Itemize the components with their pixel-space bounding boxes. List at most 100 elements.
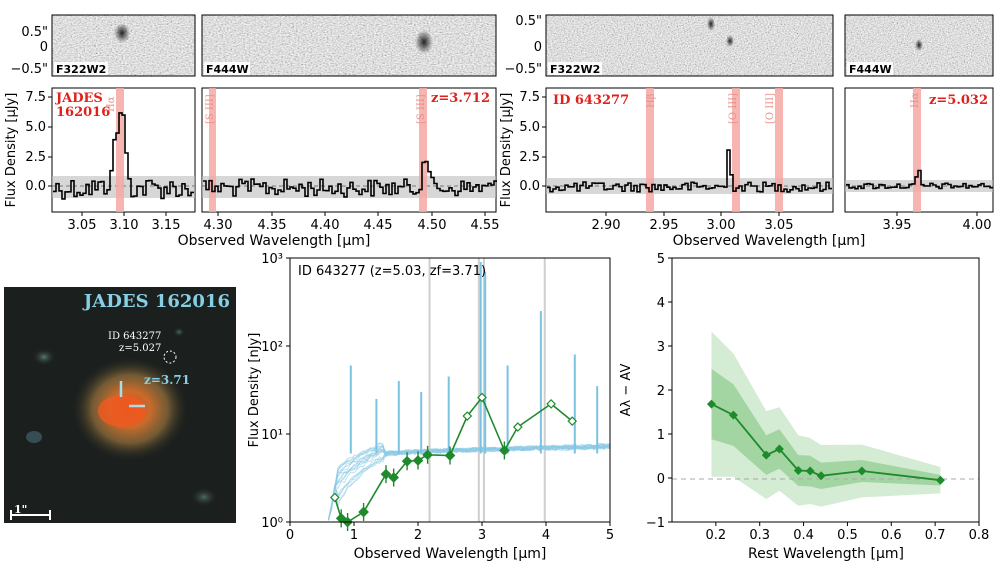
x-tick-label: 1 [350,528,358,543]
emission-line-band [209,88,216,212]
x-tick-label: 3.95 [883,218,912,233]
x-tick-label: 0.5 [837,528,858,543]
companion-label: ID 643277 z=5.027 [108,331,161,355]
y-tick-label: 1 [657,428,665,443]
y-tick-label: 10² [261,340,283,355]
color-cutout-image: JADES 162016 ID 643277 z=5.027 z=3.71 1" [4,287,236,523]
x-tick-label: 4.40 [311,218,340,233]
cutout-tick: 0.5" [21,25,48,40]
photometry-point-open [512,422,523,432]
photometry-point-open [567,416,578,426]
y-tick-label: 7.5 [25,90,46,105]
photometry-point [335,513,347,524]
photometry-point [499,445,510,456]
emission-line-band [116,88,124,212]
filter-label-f444w: F444W [206,63,249,76]
y-tick-label: 10¹ [261,428,283,443]
line-label: Hα [106,96,117,112]
emission-line-band [419,88,427,212]
attenuation-point [761,450,771,460]
x-tick-label: 2.90 [592,218,621,233]
x-tick-label: 0.2 [706,528,727,543]
attenuation-point [706,399,716,409]
host-redshift-label: z=3.71 [144,373,191,387]
galaxy-name: ID 643277 [553,93,629,108]
photometry-point [444,450,456,461]
companion-redshift: z=5.027 [119,343,162,354]
photometry-point-open [329,492,340,503]
attenuation-point [774,444,784,454]
sed-chart: 0 1 2 3 4 5 10⁰ 10¹ 10² 10³ ID 643277 (z=5.03, zf… [247,252,614,562]
emission-line-band [646,88,654,212]
cutout-tick: 0 [534,40,542,55]
cutout-tick: −0.5" [504,62,542,77]
emission-line-band [732,88,740,212]
sed-model-curves [327,258,611,522]
attenuation-point [935,475,945,485]
x-tick-label: 5 [606,528,614,543]
x-tick-label: 3.15 [152,218,181,233]
attenuation-point [816,471,826,481]
x-tick-label: 0 [286,528,294,543]
y-tick-label: 2.5 [519,150,540,165]
cutout-title: JADES 162016 [83,291,230,312]
line-label: [S III] [416,94,427,124]
x-tick-label: 4.30 [204,218,233,233]
spectra-left: F322W2 F444W 0.5" 0 −0.5" JADES 162016 H… [4,14,499,249]
x-tick-label: 3.10 [110,218,139,233]
y-tick-label: 10⁰ [261,516,283,531]
line-label: Hβ [646,93,657,108]
spectrum-trace [846,169,993,190]
y-tick-label: −1 [646,516,665,531]
y-axis-label: Aλ − AV [619,364,634,417]
spectra-right: F322W2 F444W 0.5" 0 −0.5" ID 643277 Hβ [… [499,14,994,249]
x-axis-label: Observed Wavelength [μm] [354,546,547,562]
cutout-tick: 0.5" [515,14,542,29]
y-axis-label: Flux Density [μJy] [4,93,19,208]
model-sed-curve [327,442,611,521]
x-tick-label: 3.00 [707,218,736,233]
line-label: [S III] [205,94,216,124]
y-tick-label: 4 [657,296,665,311]
cutout-tick: 0 [40,40,48,55]
y-axis-label: Flux Density [nJy] [247,333,262,448]
x-tick-label: 4.50 [418,218,447,233]
line-label: Hα [910,92,921,108]
x-tick-label: 2 [414,528,422,543]
redshift-label: z=5.032 [929,93,988,108]
y-tick-label: 2.5 [25,150,46,165]
spectrum-trace [53,112,194,200]
companion-id: ID 643277 [108,331,162,342]
galaxy-image [10,327,218,520]
y-tick-label: 5 [657,252,665,267]
photometry-point [412,455,424,466]
photometry-point [388,472,400,483]
emission-line-band [775,88,783,212]
x-tick-label: 0.8 [969,528,990,543]
spectrum-trace [203,160,497,198]
sed-chart-title: ID 643277 (z=5.03, zf=3.71) [298,264,486,279]
y-tick-label: 2 [657,384,665,399]
x-axis-label: Rest Wavelength [μm] [748,546,904,562]
attenuation-point [793,466,803,476]
attenuation-point [728,410,738,420]
scale-bar-label: 1" [14,503,28,516]
filter-label-f322w2: F322W2 [550,63,600,76]
y-tick-label: 7.5 [519,90,540,105]
x-axis-label: Observed Wavelength [μm] [178,233,371,249]
attenuation-chart: 0.2 0.3 0.4 0.5 0.6 0.7 0.8 −1 0 1 2 3 4 5 Aλ − AV Re… [619,252,989,562]
photometry-point-open [546,399,556,409]
x-tick-label: 4 [542,528,550,543]
y-tick-label: 5.0 [519,120,540,135]
filter-label-f322w2: F322W2 [56,63,106,76]
y-tick-label: 0.0 [519,179,540,194]
x-tick-label: 0.4 [793,528,814,543]
y-tick-label: 5.0 [25,120,46,135]
x-tick-label: 4.35 [258,218,287,233]
redshift-label: z=3.712 [431,91,490,106]
uncertainty-band [711,368,941,489]
x-tick-label: 2.95 [650,218,679,233]
cutout-tick: −0.5" [10,62,48,77]
attenuation-point [857,466,867,476]
